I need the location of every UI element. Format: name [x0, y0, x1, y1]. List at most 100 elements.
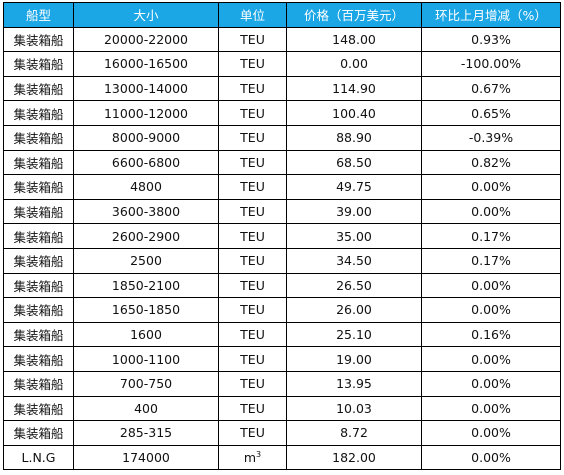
cell-ship-type: 集装箱船 — [3, 420, 74, 446]
cell-price: 39.00 — [286, 198, 422, 225]
cell-ship-type: 集装箱船 — [3, 321, 74, 348]
table-row: 集装箱船 1600 TEU 25.10 0.16% — [3, 321, 561, 348]
cell-price: 25.10 — [286, 321, 422, 348]
cell-change: 0.00% — [421, 198, 561, 225]
cell-price: 13.95 — [286, 370, 422, 397]
cell-price: 49.75 — [286, 174, 422, 200]
cell-change: 0.93% — [421, 26, 561, 53]
cell-unit: TEU — [218, 51, 287, 77]
header-size: 大小 — [73, 2, 219, 28]
cell-change: -0.39% — [421, 124, 561, 151]
cell-change: 0.00% — [421, 370, 561, 397]
table-row: 集装箱船 4800 TEU 49.75 0.00% — [3, 174, 561, 200]
cell-change: 0.67% — [421, 75, 561, 102]
cell-price: 26.50 — [286, 272, 422, 299]
cell-change: 0.00% — [421, 272, 561, 299]
cell-ship-type: 集装箱船 — [3, 75, 74, 102]
cell-ship-type: 集装箱船 — [3, 26, 74, 53]
cell-size: 2500 — [73, 247, 219, 274]
cell-unit: TEU — [218, 100, 287, 126]
cell-ship-type: 集装箱船 — [3, 198, 74, 225]
cell-change: 0.17% — [421, 247, 561, 274]
cell-unit: TEU — [218, 75, 287, 102]
cell-price: 68.50 — [286, 149, 422, 176]
header-mom-change: 环比上月增减（%） — [421, 2, 561, 28]
cell-ship-type: 集装箱船 — [3, 395, 74, 422]
cell-ship-type: 集装箱船 — [3, 272, 74, 299]
cell-size: 13000-14000 — [73, 75, 219, 102]
cell-price: 8.72 — [286, 420, 422, 446]
header-ship-type: 船型 — [3, 2, 74, 28]
cell-size: 3600-3800 — [73, 198, 219, 225]
cell-price: 35.00 — [286, 223, 422, 249]
table-row: 集装箱船 6600-6800 TEU 68.50 0.82% — [3, 149, 561, 176]
table-row: 集装箱船 1000-1100 TEU 19.00 0.00% — [3, 346, 561, 372]
table-row: 集装箱船 2600-2900 TEU 35.00 0.17% — [3, 223, 561, 249]
cell-size: 1850-2100 — [73, 272, 219, 299]
cell-size: 6600-6800 — [73, 149, 219, 176]
cell-change: 0.82% — [421, 149, 561, 176]
cell-ship-type: 集装箱船 — [3, 100, 74, 126]
cell-size: 16000-16500 — [73, 51, 219, 77]
cell-size: 1000-1100 — [73, 346, 219, 372]
cell-price: 0.00 — [286, 51, 422, 77]
table-row: 集装箱船 2500 TEU 34.50 0.17% — [3, 247, 561, 274]
table-row: 集装箱船 13000-14000 TEU 114.90 0.67% — [3, 75, 561, 102]
cell-unit: TEU — [218, 174, 287, 200]
cell-change: -100.00% — [421, 51, 561, 77]
cell-size: 174000 — [73, 444, 219, 471]
cell-unit: TEU — [218, 420, 287, 446]
cell-change: 0.65% — [421, 100, 561, 126]
unit-base: m — [243, 449, 257, 465]
cell-size: 8000-9000 — [73, 124, 219, 151]
table-row: 集装箱船 8000-9000 TEU 88.90 -0.39% — [3, 124, 561, 151]
table-row: 集装箱船 285-315 TEU 8.72 0.00% — [3, 420, 561, 446]
cell-price: 19.00 — [286, 346, 422, 372]
cell-size: 1600 — [73, 321, 219, 348]
header-price: 价格（百万美元） — [286, 2, 422, 28]
cell-ship-type: L.N.G — [3, 444, 74, 471]
cell-unit: TEU — [218, 149, 287, 176]
cell-price: 148.00 — [286, 26, 422, 53]
table-row: 集装箱船 20000-22000 TEU 148.00 0.93% — [3, 26, 561, 53]
cell-size: 11000-12000 — [73, 100, 219, 126]
cell-ship-type: 集装箱船 — [3, 174, 74, 200]
cell-unit: TEU — [218, 346, 287, 372]
cell-change: 0.17% — [421, 223, 561, 249]
cell-price: 88.90 — [286, 124, 422, 151]
cell-unit: TEU — [218, 124, 287, 151]
cell-unit: TEU — [218, 26, 287, 53]
cell-price: 26.00 — [286, 297, 422, 323]
cell-unit: TEU — [218, 223, 287, 249]
cell-size: 2600-2900 — [73, 223, 219, 249]
cell-ship-type: 集装箱船 — [3, 370, 74, 397]
cell-ship-type: 集装箱船 — [3, 124, 74, 151]
cell-size: 4800 — [73, 174, 219, 200]
cell-ship-type: 集装箱船 — [3, 297, 74, 323]
cell-size: 400 — [73, 395, 219, 422]
cell-unit: TEU — [218, 297, 287, 323]
cell-change: 0.00% — [421, 444, 561, 471]
cell-size: 285-315 — [73, 420, 219, 446]
cell-price: 100.40 — [286, 100, 422, 126]
cell-size: 1650-1850 — [73, 297, 219, 323]
cell-unit: TEU — [218, 321, 287, 348]
cell-ship-type: 集装箱船 — [3, 346, 74, 372]
cell-change: 0.00% — [421, 346, 561, 372]
table-row: 集装箱船 700-750 TEU 13.95 0.00% — [3, 370, 561, 397]
cell-change: 0.16% — [421, 321, 561, 348]
cell-price: 182.00 — [286, 444, 422, 471]
cell-price: 10.03 — [286, 395, 422, 422]
cell-unit: TEU — [218, 198, 287, 225]
table-row-lng: L.N.G 174000 m3 182.00 0.00% — [3, 444, 561, 471]
unit-exponent: 3 — [256, 449, 262, 459]
cell-size: 700-750 — [73, 370, 219, 397]
cell-ship-type: 集装箱船 — [3, 247, 74, 274]
cell-unit: TEU — [218, 247, 287, 274]
cell-ship-type: 集装箱船 — [3, 51, 74, 77]
cell-price: 114.90 — [286, 75, 422, 102]
ship-price-table: 船型 大小 单位 价格（百万美元） 环比上月增减（%） 集装箱船 20000-2… — [3, 2, 561, 471]
table-row: 集装箱船 1850-2100 TEU 26.50 0.00% — [3, 272, 561, 299]
header-row: 船型 大小 单位 价格（百万美元） 环比上月增减（%） — [3, 2, 561, 28]
cell-size: 20000-22000 — [73, 26, 219, 53]
